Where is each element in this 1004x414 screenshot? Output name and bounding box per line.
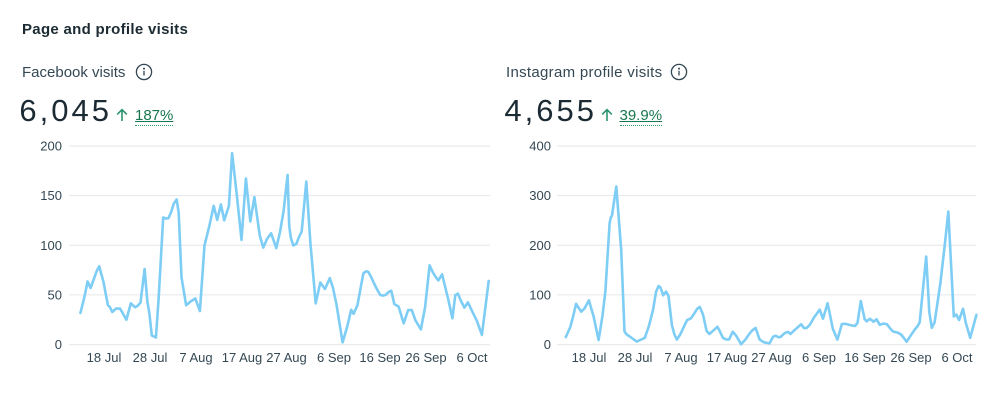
svg-text:18 Jul: 18 Jul: [87, 350, 122, 365]
svg-text:28 Jul: 28 Jul: [133, 350, 168, 365]
svg-text:6 Oct: 6 Oct: [941, 350, 972, 365]
svg-text:26 Sep: 26 Sep: [890, 350, 931, 365]
svg-text:6 Sep: 6 Sep: [802, 350, 836, 365]
svg-text:200: 200: [529, 238, 551, 253]
svg-text:16 Sep: 16 Sep: [359, 350, 400, 365]
svg-text:27 Aug: 27 Aug: [266, 350, 307, 365]
svg-text:7 Aug: 7 Aug: [664, 350, 697, 365]
svg-text:50: 50: [48, 287, 62, 302]
svg-text:27 Aug: 27 Aug: [751, 350, 792, 365]
svg-text:400: 400: [529, 139, 551, 154]
svg-text:100: 100: [529, 287, 551, 302]
svg-text:6 Sep: 6 Sep: [317, 350, 351, 365]
svg-text:300: 300: [529, 188, 551, 203]
svg-text:0: 0: [544, 337, 551, 352]
svg-text:18 Jul: 18 Jul: [572, 350, 607, 365]
svg-text:6 Oct: 6 Oct: [456, 350, 487, 365]
svg-text:17 Aug: 17 Aug: [707, 350, 748, 365]
svg-text:100: 100: [40, 238, 62, 253]
svg-text:0: 0: [55, 337, 62, 352]
svg-text:200: 200: [40, 139, 62, 154]
svg-text:28 Jul: 28 Jul: [618, 350, 653, 365]
svg-text:16 Sep: 16 Sep: [844, 350, 885, 365]
svg-text:150: 150: [40, 188, 62, 203]
svg-text:7 Aug: 7 Aug: [179, 350, 212, 365]
svg-text:17 Aug: 17 Aug: [222, 350, 263, 365]
svg-text:26 Sep: 26 Sep: [405, 350, 446, 365]
